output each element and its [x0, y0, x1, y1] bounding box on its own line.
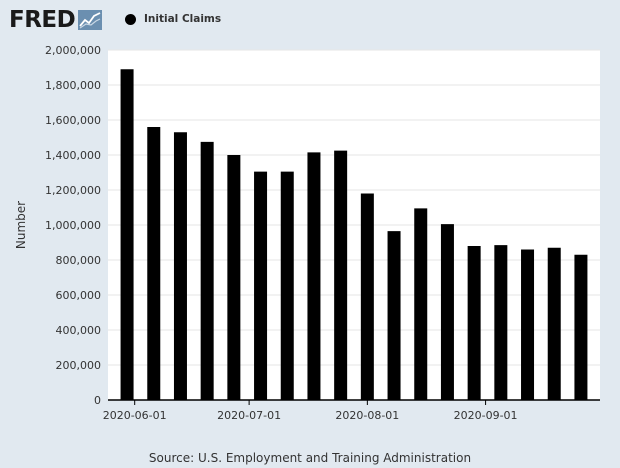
bar[interactable] [227, 155, 241, 400]
bar[interactable] [254, 171, 268, 400]
x-tick-label: 2020-06-01 [103, 409, 167, 422]
bar[interactable] [360, 193, 374, 401]
y-tick-labels: 0 200,000 400,000 600,000 800,000 1,000,000 1,… [45, 44, 101, 407]
chart-header: FRED Initial Claims [0, 0, 620, 40]
x-tick-label: 2020-09-01 [454, 409, 518, 422]
y-tick-label: 800,000 [56, 254, 102, 267]
bar[interactable] [467, 246, 481, 400]
y-tick-label: 200,000 [56, 359, 102, 372]
fred-logo-text: FRED [9, 7, 76, 33]
bar[interactable] [574, 254, 588, 400]
y-tick-label: 1,800,000 [45, 79, 101, 92]
x-tick-label: 2020-08-01 [335, 409, 399, 422]
y-tick-label: 1,600,000 [45, 114, 101, 127]
grid-lines [108, 49, 600, 366]
y-tick-label: 1,200,000 [45, 184, 101, 197]
y-axis-label: Number [14, 200, 28, 250]
bar[interactable] [334, 150, 348, 400]
y-tick-label: 2,000,000 [45, 44, 101, 57]
x-tick-labels: 2020-06-01 2020-07-01 2020-08-01 2020-09-01 [103, 409, 518, 422]
bar[interactable] [280, 171, 294, 400]
bar[interactable] [547, 247, 561, 400]
x-tick-label: 2020-07-01 [217, 409, 281, 422]
bar[interactable] [120, 69, 134, 400]
y-tick-label: 400,000 [56, 324, 102, 337]
bar[interactable] [414, 208, 428, 400]
axes [108, 399, 600, 405]
bar[interactable] [307, 152, 321, 400]
y-tick-label: 1,400,000 [45, 149, 101, 162]
fred-logo[interactable]: FRED [9, 6, 103, 34]
bar[interactable] [494, 245, 508, 400]
bar[interactable] [440, 224, 454, 400]
y-tick-label: 1,000,000 [45, 219, 101, 232]
bar[interactable] [200, 141, 214, 400]
source-text: Source: U.S. Employment and Training Adm… [148, 451, 472, 465]
bars [120, 69, 588, 401]
chart-legend: Initial Claims [125, 11, 221, 27]
legend-label: Initial Claims [144, 13, 222, 25]
legend-marker [125, 13, 136, 25]
bar[interactable] [387, 231, 401, 400]
y-tick-label: 600,000 [56, 289, 102, 302]
y-tick-label: 0 [94, 394, 101, 407]
bar[interactable] [521, 249, 535, 401]
bar[interactable] [173, 132, 187, 400]
fred-chart-line-icon [78, 10, 103, 30]
bar[interactable] [147, 127, 161, 400]
